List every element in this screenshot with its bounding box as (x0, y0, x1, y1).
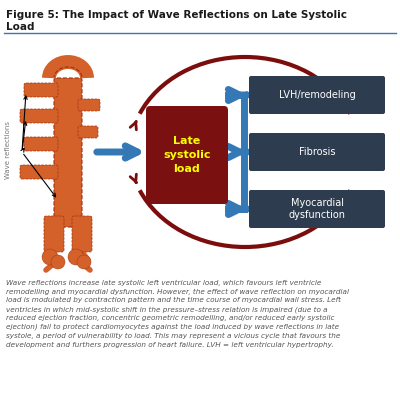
Circle shape (51, 255, 65, 269)
FancyBboxPatch shape (72, 216, 92, 252)
FancyBboxPatch shape (249, 76, 385, 114)
FancyBboxPatch shape (20, 109, 58, 123)
Circle shape (77, 255, 91, 269)
FancyBboxPatch shape (78, 99, 100, 111)
FancyBboxPatch shape (146, 106, 228, 204)
Text: Myocardial
dysfunction: Myocardial dysfunction (288, 198, 346, 220)
Text: Wave reflections increase late systolic left ventricular load, which favours lef: Wave reflections increase late systolic … (6, 280, 349, 348)
Circle shape (42, 249, 58, 265)
FancyBboxPatch shape (44, 216, 64, 252)
Text: Wave reflections: Wave reflections (5, 121, 11, 179)
FancyBboxPatch shape (54, 78, 82, 227)
Circle shape (68, 249, 84, 265)
FancyBboxPatch shape (20, 165, 58, 179)
FancyBboxPatch shape (249, 190, 385, 228)
Text: Figure 5: The Impact of Wave Reflections on Late Systolic
Load: Figure 5: The Impact of Wave Reflections… (6, 10, 347, 32)
FancyBboxPatch shape (78, 126, 98, 138)
FancyBboxPatch shape (24, 137, 58, 151)
FancyBboxPatch shape (249, 133, 385, 171)
Text: LVH/remodeling: LVH/remodeling (279, 90, 355, 100)
Text: Fibrosis: Fibrosis (299, 147, 335, 157)
FancyBboxPatch shape (24, 83, 58, 97)
Text: Late
systolic
load: Late systolic load (163, 136, 211, 174)
